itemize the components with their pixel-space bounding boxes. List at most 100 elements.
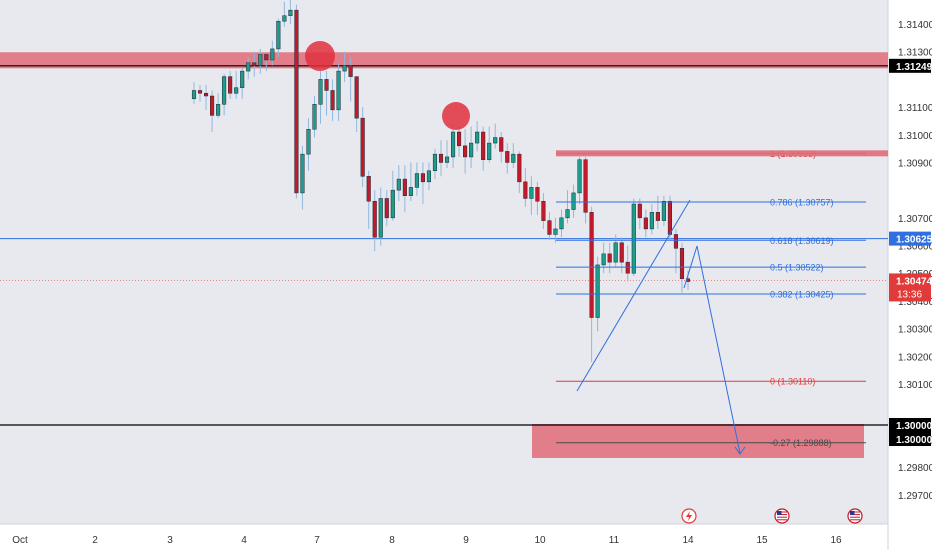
time-tick-label: 15	[756, 535, 768, 546]
candle-down	[372, 200, 377, 238]
candle-up	[553, 228, 558, 235]
candle-up	[306, 128, 311, 155]
candle-down	[625, 261, 630, 274]
candle-up	[649, 212, 654, 230]
candle-down	[228, 76, 233, 94]
projection-path[interactable]	[683, 245, 741, 454]
candle-up	[432, 153, 438, 172]
price-tick-label: 1.31400	[898, 20, 932, 31]
candle-up	[565, 209, 570, 219]
price-tag-label: 1.30625	[896, 235, 932, 246]
candle-up	[577, 159, 582, 194]
price-tick-label: 1.30700	[898, 214, 932, 225]
candle-up	[595, 264, 600, 318]
candle-up	[475, 131, 480, 144]
flash-bolt-icon	[686, 511, 692, 521]
candle-down	[463, 145, 468, 158]
candle-down	[354, 76, 359, 119]
candle-down	[420, 173, 425, 183]
candle-down	[655, 212, 660, 221]
marker-circle-1[interactable]	[305, 41, 335, 71]
candle-down	[481, 131, 486, 160]
candle-up	[240, 70, 245, 88]
fib-level-label: 0.382 (1.30425)	[770, 289, 834, 299]
candle-up	[288, 9, 293, 16]
us-flag-icon[interactable]	[847, 508, 863, 524]
candle-up	[450, 131, 456, 158]
candle-down	[330, 90, 335, 111]
price-tag-label: 1.30000	[896, 435, 932, 446]
candle-up	[414, 173, 419, 188]
price-tick-label: 1.30100	[898, 380, 932, 391]
price-tick-label: 1.31000	[898, 131, 932, 142]
candle-up	[601, 253, 606, 266]
annotations[interactable]	[305, 41, 746, 455]
candle-down	[607, 253, 612, 263]
countdown-label: 13:36	[897, 289, 922, 300]
candle-down	[499, 137, 504, 152]
candle-down	[643, 217, 648, 230]
candle-down	[203, 92, 209, 97]
fib-level-label: 0.5 (1.30522)	[770, 263, 824, 273]
fib-level-label: -0.27 (1.29888)	[770, 438, 832, 448]
candle-up	[246, 62, 251, 72]
candle-up	[426, 170, 432, 183]
candle-up	[336, 70, 341, 111]
candle-up	[559, 217, 564, 230]
candle-down	[541, 200, 546, 221]
flag-canton	[850, 511, 855, 515]
target-zone-bottom[interactable]	[532, 424, 864, 458]
candle-down	[637, 203, 642, 219]
candle-down	[366, 176, 371, 202]
economic-events[interactable]	[681, 508, 863, 524]
candle-down	[589, 212, 594, 318]
candle-up	[216, 104, 221, 116]
time-tick-label: 16	[830, 535, 842, 546]
fibonacci-retracement[interactable]: 1 (1.30933)0.786 (1.30757)0.618 (1.30619…	[556, 149, 888, 448]
time-axis[interactable]: Oct 2 3 4 7 8 9 10 11 14 15 16	[12, 535, 842, 546]
price-axis[interactable]: 1.31400 1.31300 1.31100 1.31000 1.30900 1.307…	[889, 20, 932, 502]
candle-down	[583, 159, 588, 213]
candle-up	[469, 142, 474, 158]
candle-down	[402, 178, 407, 196]
candle-down	[210, 95, 215, 116]
time-tick-label: 2	[92, 535, 98, 546]
candle-up	[571, 192, 576, 210]
marker-circle-2[interactable]	[442, 102, 470, 130]
time-tick-label: 7	[314, 535, 320, 546]
price-tag-box	[889, 231, 931, 246]
fib-top-zone[interactable]	[556, 150, 888, 157]
price-tick-label: 1.30300	[898, 325, 932, 336]
price-tick-label: 1.30400	[898, 297, 932, 308]
candle-down	[667, 200, 672, 235]
candle-up	[631, 203, 636, 274]
fib-level-label: 0.786 (1.30757)	[770, 198, 834, 208]
resistance-zone-top[interactable]	[0, 52, 888, 69]
price-tick-label: 1.30600	[898, 242, 932, 253]
trendline[interactable]	[576, 199, 691, 392]
candle-down	[679, 248, 685, 280]
candle-up	[222, 76, 227, 105]
time-tick-label: 14	[682, 535, 694, 546]
price-tag-box	[889, 432, 931, 446]
time-tick-label: 11	[609, 535, 620, 546]
candle-up	[408, 187, 413, 196]
price-tick-label: 1.30200	[898, 352, 932, 363]
flag-canton	[777, 511, 782, 515]
candle-down	[294, 9, 299, 194]
candle-down	[438, 153, 444, 163]
price-tick-label: 1.31300	[898, 48, 932, 59]
candle-up	[234, 87, 239, 94]
price-tick-label: 1.29800	[898, 463, 932, 474]
us-flag-icon[interactable]	[774, 508, 790, 524]
price-tag-box	[889, 418, 931, 432]
candle-down	[619, 242, 624, 263]
candle-down	[517, 153, 522, 183]
candle-up	[378, 198, 383, 238]
candle-up	[487, 142, 492, 160]
candle-down	[547, 220, 552, 235]
candle-down	[197, 90, 203, 94]
candle-up	[396, 178, 401, 191]
candle-up	[444, 156, 450, 163]
